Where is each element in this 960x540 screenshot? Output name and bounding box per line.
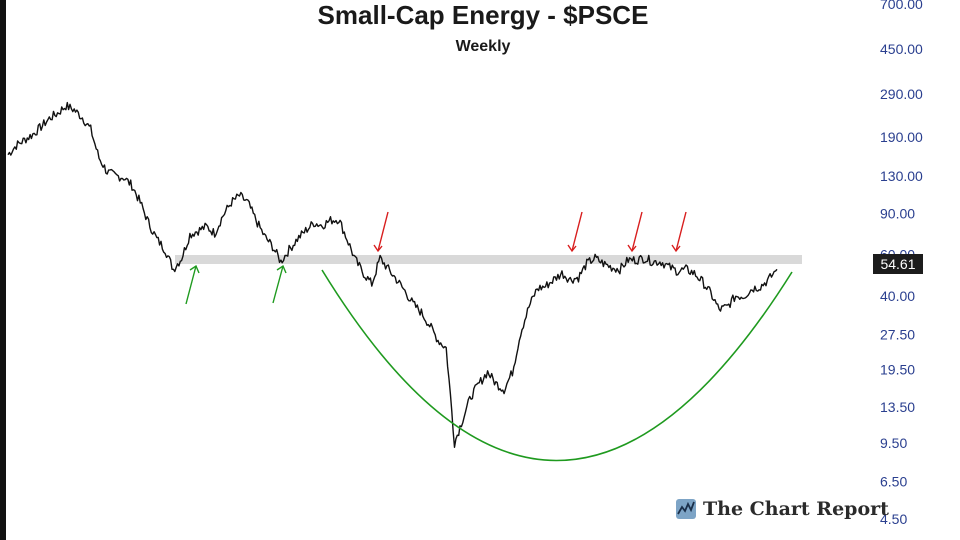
resistance-arrow-3 — [627, 211, 643, 253]
y-tick-label: 450.00 — [880, 41, 923, 57]
chart-subtitle: Weekly — [455, 38, 511, 55]
watermark: The Chart Report — [675, 498, 889, 520]
left-edge-bar — [0, 0, 6, 540]
y-axis: 700.00450.00290.00190.00130.0090.0060.00… — [880, 0, 923, 527]
y-tick-label: 700.00 — [880, 0, 923, 12]
y-tick-label: 4.50 — [880, 511, 907, 527]
y-tick-label: 40.00 — [880, 288, 915, 304]
y-tick-label: 190.00 — [880, 129, 923, 145]
last-price-label: 54.61 — [873, 254, 923, 274]
y-tick-label: 13.50 — [880, 399, 915, 415]
resistance-arrow-1 — [373, 211, 389, 253]
resistance-band — [175, 255, 802, 264]
y-tick-label: 90.00 — [880, 205, 915, 221]
y-tick-label: 9.50 — [880, 435, 907, 451]
support-arrow-1 — [185, 264, 200, 305]
y-tick-label: 290.00 — [880, 86, 923, 102]
resistance-arrow-2 — [567, 211, 583, 253]
rounded-bottom-curve — [321, 269, 793, 462]
y-tick-label: 27.50 — [880, 326, 915, 342]
chart-title: Small-Cap Energy - $PSCE — [317, 0, 649, 30]
resistance-arrow-4 — [671, 211, 687, 253]
y-tick-label: 6.50 — [880, 473, 907, 489]
support-arrow-2 — [272, 264, 287, 304]
y-tick-label: 19.50 — [880, 361, 915, 377]
watermark-text: The Chart Report — [703, 498, 889, 520]
chart-report-logo-icon — [676, 499, 696, 519]
y-tick-label: 130.00 — [880, 168, 923, 184]
price-line — [7, 101, 778, 448]
